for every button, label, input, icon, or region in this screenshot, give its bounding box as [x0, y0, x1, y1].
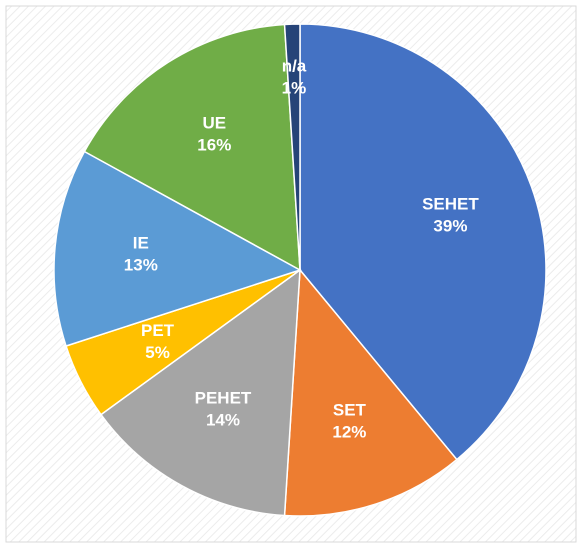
slice-value-label: 1% — [282, 79, 307, 98]
slice-category-label: PEHET — [195, 389, 252, 408]
pie-slice — [283, 268, 458, 517]
slice-category-label: n/a — [282, 57, 307, 76]
slice-category-label: SEHET — [422, 194, 479, 213]
slice-value-label: 13% — [124, 255, 158, 274]
slice-category-label: UE — [203, 113, 227, 132]
pie-slice — [283, 23, 301, 271]
slice-value-label: 5% — [145, 343, 170, 362]
pie-slice — [299, 23, 547, 461]
slice-value-label: 14% — [206, 411, 240, 430]
slice-value-label: 12% — [332, 423, 366, 442]
slice-category-label: SET — [333, 401, 367, 420]
pie-slice — [83, 23, 301, 272]
slice-value-label: 16% — [197, 135, 231, 154]
slice-value-label: 39% — [433, 216, 467, 235]
pie-slice — [99, 268, 301, 517]
slice-category-label: IE — [133, 233, 149, 252]
pie-slice — [53, 150, 302, 347]
slice-category-label: PET — [141, 321, 175, 340]
